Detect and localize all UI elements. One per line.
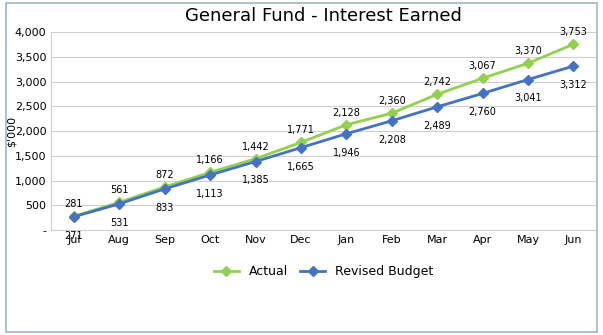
Actual bbox=[297, 140, 305, 144]
Text: 531: 531 bbox=[110, 218, 128, 228]
Text: 872: 872 bbox=[156, 170, 174, 180]
Text: 561: 561 bbox=[110, 185, 128, 195]
Text: 1,442: 1,442 bbox=[242, 142, 270, 152]
Revised Budget bbox=[297, 146, 305, 150]
Actual bbox=[525, 61, 532, 65]
Text: 2,760: 2,760 bbox=[469, 107, 496, 117]
Text: 1,665: 1,665 bbox=[287, 161, 315, 172]
Revised Budget bbox=[525, 77, 532, 81]
Revised Budget bbox=[252, 159, 259, 163]
Revised Budget bbox=[71, 215, 78, 219]
Text: 1,166: 1,166 bbox=[197, 155, 224, 165]
Text: 1,771: 1,771 bbox=[287, 126, 315, 135]
Actual bbox=[71, 214, 78, 218]
Revised Budget bbox=[434, 105, 441, 109]
Text: 271: 271 bbox=[65, 230, 83, 241]
Text: 3,067: 3,067 bbox=[469, 61, 496, 71]
Actual bbox=[116, 200, 123, 204]
Line: Revised Budget: Revised Budget bbox=[71, 63, 577, 220]
Text: 3,370: 3,370 bbox=[514, 46, 542, 56]
Revised Budget bbox=[388, 119, 396, 123]
Actual bbox=[388, 111, 396, 115]
Revised Budget bbox=[570, 64, 577, 68]
Y-axis label: $'000: $'000 bbox=[7, 116, 17, 147]
Revised Budget bbox=[206, 173, 213, 177]
Actual bbox=[434, 92, 441, 96]
Title: General Fund - Interest Earned: General Fund - Interest Earned bbox=[185, 7, 462, 25]
Actual bbox=[161, 185, 168, 189]
Actual bbox=[570, 42, 577, 46]
Line: Actual: Actual bbox=[71, 41, 577, 220]
Text: 3,312: 3,312 bbox=[560, 80, 587, 90]
Text: 2,128: 2,128 bbox=[332, 108, 360, 118]
Text: 2,208: 2,208 bbox=[378, 135, 406, 145]
Actual bbox=[343, 123, 350, 127]
Actual bbox=[206, 171, 213, 175]
Text: 2,489: 2,489 bbox=[423, 121, 451, 131]
Legend: Actual, Revised Budget: Actual, Revised Budget bbox=[209, 260, 438, 283]
Text: 1,946: 1,946 bbox=[332, 148, 360, 158]
Text: 1,385: 1,385 bbox=[242, 176, 270, 186]
Revised Budget bbox=[479, 91, 486, 95]
Revised Budget bbox=[161, 187, 168, 191]
Text: 3,041: 3,041 bbox=[514, 93, 541, 104]
Revised Budget bbox=[343, 132, 350, 136]
Revised Budget bbox=[116, 202, 123, 206]
Text: 2,360: 2,360 bbox=[378, 96, 406, 106]
Text: 2,742: 2,742 bbox=[423, 77, 451, 87]
Text: 1,113: 1,113 bbox=[197, 189, 224, 199]
Actual bbox=[252, 157, 259, 161]
Text: 281: 281 bbox=[65, 199, 83, 209]
Actual bbox=[479, 76, 486, 80]
Text: 3,753: 3,753 bbox=[560, 27, 587, 37]
Text: 833: 833 bbox=[156, 203, 174, 213]
